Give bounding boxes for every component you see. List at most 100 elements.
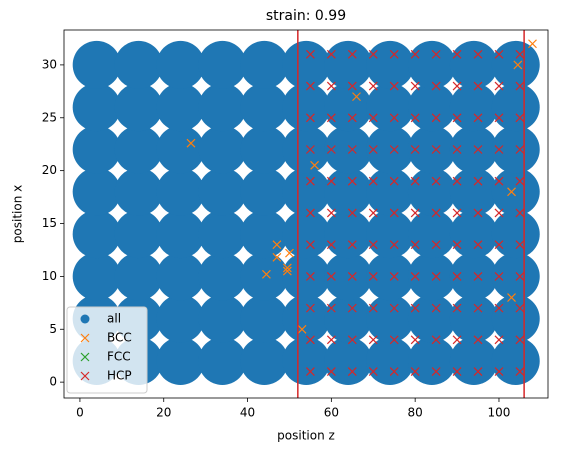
point — [326, 49, 336, 59]
point — [261, 269, 271, 279]
point — [368, 49, 378, 59]
point — [410, 176, 420, 186]
point — [240, 294, 289, 343]
point — [449, 83, 498, 132]
point — [347, 49, 357, 59]
y-tick-label: 5 — [49, 322, 57, 336]
point — [452, 208, 462, 218]
point — [368, 303, 378, 313]
legend-label: FCC — [107, 350, 131, 364]
point — [494, 81, 504, 91]
point — [494, 113, 504, 123]
point — [410, 49, 420, 59]
point — [473, 113, 483, 123]
point — [72, 167, 121, 216]
legend-label: HCP — [107, 369, 132, 383]
point — [324, 83, 373, 132]
point — [347, 145, 357, 154]
point — [515, 176, 525, 186]
x-tick-label: 80 — [408, 406, 423, 420]
point — [410, 271, 420, 281]
point — [326, 208, 336, 218]
point — [515, 335, 525, 345]
point — [156, 210, 205, 259]
point — [389, 303, 399, 313]
point — [491, 83, 540, 132]
chart-title: strain: 0.99 — [266, 8, 346, 24]
point — [515, 81, 525, 91]
point — [366, 125, 415, 174]
y-tick-label: 25 — [42, 110, 57, 124]
point — [282, 125, 331, 174]
point — [324, 336, 373, 385]
point — [452, 145, 462, 154]
point — [431, 113, 441, 123]
point — [366, 167, 415, 216]
point — [326, 176, 336, 186]
point — [305, 81, 315, 91]
point — [452, 335, 462, 345]
y-tick-label: 0 — [49, 375, 57, 389]
point — [407, 125, 456, 174]
point — [114, 167, 163, 216]
point — [407, 40, 456, 89]
point — [507, 293, 516, 302]
point — [515, 240, 525, 250]
point — [198, 294, 247, 343]
point — [507, 187, 516, 197]
point — [297, 324, 307, 334]
point — [368, 145, 378, 154]
point — [407, 252, 456, 301]
point — [368, 81, 378, 91]
point — [389, 208, 399, 218]
point — [114, 125, 163, 174]
point — [452, 303, 462, 313]
point — [431, 303, 441, 313]
point — [473, 335, 483, 345]
point — [449, 252, 498, 301]
point — [410, 335, 420, 345]
x-tick-label: 40 — [240, 406, 255, 420]
axes-frame — [63, 29, 549, 399]
point — [431, 49, 441, 59]
legend-label: all — [107, 312, 121, 326]
point — [156, 252, 205, 301]
point — [366, 336, 415, 385]
point — [431, 145, 441, 154]
point — [389, 240, 399, 250]
y-tick-label: 10 — [42, 269, 57, 283]
point — [431, 176, 441, 186]
point — [114, 40, 163, 89]
point — [431, 208, 441, 218]
point — [72, 210, 121, 259]
point — [240, 336, 289, 385]
point — [326, 240, 336, 250]
point — [473, 303, 483, 313]
point — [407, 83, 456, 132]
point — [368, 271, 378, 281]
point — [515, 271, 525, 281]
point — [326, 367, 336, 376]
x-tick-label: 100 — [488, 406, 511, 420]
point — [240, 210, 289, 259]
point — [410, 208, 420, 218]
point — [156, 167, 205, 216]
point — [431, 81, 441, 91]
point — [366, 83, 415, 132]
point — [407, 336, 456, 385]
point — [305, 113, 315, 123]
y-axis-label: position x — [11, 185, 25, 243]
point — [494, 176, 504, 186]
point — [324, 40, 373, 89]
point — [326, 271, 336, 281]
point — [326, 303, 336, 313]
point — [515, 113, 525, 123]
point — [491, 252, 540, 301]
point — [491, 40, 540, 89]
point — [305, 240, 315, 250]
point — [491, 125, 540, 174]
point — [305, 303, 315, 313]
point — [186, 138, 196, 148]
point — [310, 160, 320, 170]
point — [198, 40, 247, 89]
